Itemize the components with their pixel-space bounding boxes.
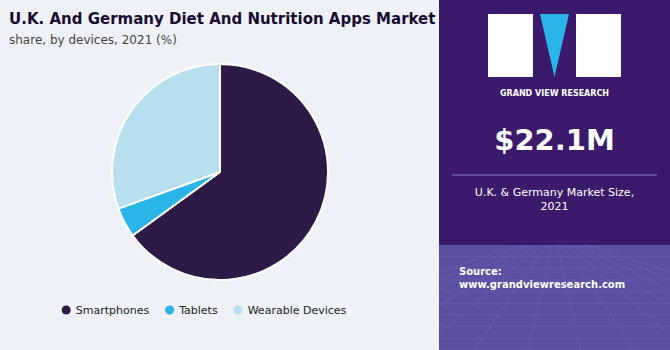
pie-slice: [112, 64, 220, 209]
decor-line: [439, 245, 531, 350]
legend-item: Smartphones: [62, 304, 150, 317]
decor-line: [578, 245, 670, 350]
legend-label: Smartphones: [76, 304, 150, 317]
pie: [112, 64, 328, 280]
market-size: $22.1M: [494, 123, 615, 157]
decor-line: [439, 338, 670, 339]
divider: [452, 175, 657, 176]
decor-line: [439, 326, 670, 327]
decor-line: [439, 315, 670, 316]
decor-line: [589, 245, 670, 350]
legend: Smartphones Tablets Wearable Devices: [62, 304, 347, 317]
right-panel: [439, 0, 670, 350]
left-panel: [0, 0, 439, 350]
legend-label: Wearable Devices: [248, 304, 347, 317]
source-label: Source:www.grandviewresearch.com: [459, 266, 625, 290]
decor-line: [439, 245, 536, 350]
market-label: U.K. & Germany Market Size,2021: [475, 186, 634, 213]
legend-marker: [165, 306, 174, 315]
legend-item: Wearable Devices: [234, 304, 347, 317]
decor-grid: [439, 245, 670, 350]
logo-box: [488, 14, 533, 77]
decor-line: [584, 245, 670, 350]
legend-marker: [234, 306, 243, 315]
decor-line: [439, 256, 670, 257]
decor-line: [557, 245, 581, 350]
decor-line: [528, 245, 552, 350]
decor-line: [568, 245, 670, 350]
decor-line: [439, 245, 520, 350]
subtitle: share, by devices, 2021 (%): [9, 33, 177, 47]
decor-line: [439, 245, 670, 246]
chart: U.K. And Germany Diet And Nutrition Apps…: [0, 0, 670, 350]
logo-triangle: [540, 14, 569, 77]
logo-box: [576, 14, 621, 77]
decor-line: [439, 291, 670, 292]
logo-text: GRAND VIEW RESEARCH: [500, 89, 609, 98]
legend-label: Tablets: [178, 304, 218, 317]
title: U.K. And Germany Diet And Nutrition Apps…: [9, 10, 435, 28]
decor-line: [573, 245, 670, 350]
decor-line: [439, 245, 541, 350]
decor-line: [475, 245, 547, 350]
legend-item: Tablets: [165, 304, 218, 317]
decor-line: [439, 303, 670, 304]
legend-marker: [62, 306, 71, 315]
